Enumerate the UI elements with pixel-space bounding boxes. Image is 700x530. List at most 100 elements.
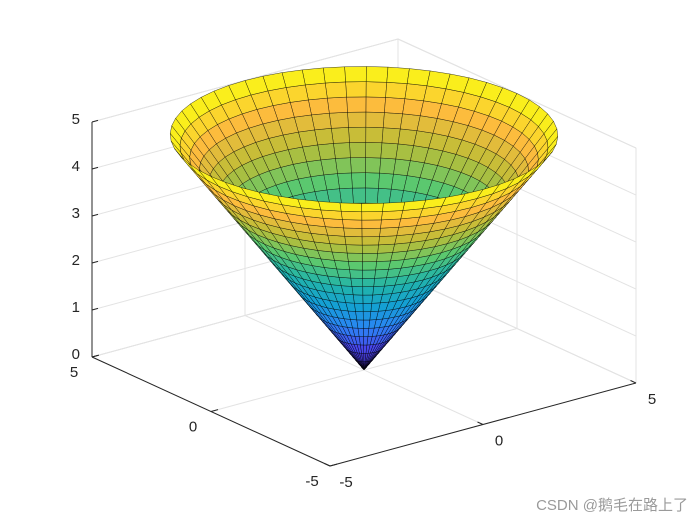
surface-face [334, 260, 350, 270]
x-tick [324, 463, 331, 467]
surface-face [365, 66, 389, 83]
surface-face [363, 328, 370, 337]
z-tick-label: 2 [72, 252, 80, 269]
surface-face [362, 253, 378, 263]
surface-face [372, 285, 385, 296]
surface-face [329, 112, 349, 129]
surface-face [374, 269, 389, 279]
surface-face [373, 277, 387, 287]
surface-face [400, 113, 421, 131]
surface-face [365, 126, 384, 144]
surface-face [361, 244, 379, 254]
x-tick-label: -5 [339, 474, 352, 491]
surface-face [406, 68, 431, 87]
surface-face [379, 157, 397, 175]
surface-face [339, 202, 363, 213]
surface-face [331, 251, 349, 262]
y-tick [210, 409, 219, 412]
surface-face [362, 286, 374, 296]
surface-face [327, 96, 348, 114]
surface-face [362, 311, 372, 321]
y-tick [329, 463, 338, 467]
surface-face [385, 82, 408, 99]
y-tick-label: -5 [305, 473, 318, 490]
surface-face [322, 66, 346, 84]
surface-face [350, 277, 364, 287]
surface-face [327, 234, 347, 245]
x-tick-label: 0 [495, 432, 503, 449]
surface-face [337, 172, 353, 189]
surface-face [314, 128, 334, 146]
surface-face [349, 269, 363, 279]
surface-face [382, 201, 406, 212]
surface-face [386, 66, 410, 84]
surface-face [381, 210, 404, 221]
surface-face [365, 172, 380, 189]
grid-line [397, 273, 637, 384]
surface-face [365, 111, 385, 128]
surface-face [365, 157, 382, 174]
y-tick-label: 0 [189, 418, 197, 435]
surface-face [380, 142, 399, 160]
surface-face [351, 172, 366, 189]
surface-face [380, 218, 401, 229]
surface-face [378, 172, 394, 190]
surface-face [324, 81, 347, 99]
z-tick-label: 0 [72, 346, 80, 363]
x-tick-label: 5 [648, 391, 656, 408]
surface-face [361, 227, 381, 238]
surface-face [320, 209, 343, 220]
surface-face [308, 97, 330, 116]
surface-face [363, 319, 371, 329]
surface-face [325, 226, 346, 237]
surface-face [348, 261, 363, 271]
surface-face [377, 243, 395, 254]
surface-face [335, 157, 352, 174]
surface-face [344, 66, 367, 83]
z-tick-label: 5 [72, 111, 80, 128]
surface-face [342, 219, 363, 229]
surface-face [322, 218, 344, 229]
surface-face [365, 187, 379, 204]
x-tick [630, 380, 637, 384]
surface-face [362, 294, 373, 304]
surface-face [352, 187, 366, 204]
surface-face [382, 112, 403, 130]
y-tick [91, 354, 100, 358]
surface-face [333, 142, 351, 159]
surface-face [351, 286, 364, 296]
surface-face [348, 126, 367, 143]
surface-face [352, 294, 364, 304]
surface-face [350, 157, 366, 174]
surface-face [331, 127, 350, 144]
watermark: CSDN @鹅毛在路上了 [536, 497, 688, 514]
z-tick-label: 3 [72, 205, 80, 222]
surface-face [347, 111, 367, 128]
surface-face [361, 202, 384, 213]
z-tick [91, 213, 99, 217]
surface-face [345, 244, 363, 254]
surface-face [318, 201, 342, 212]
z-tick [91, 119, 99, 123]
surface-face [365, 81, 388, 98]
surface-face [379, 227, 399, 237]
surface-face [363, 336, 369, 346]
surface-face [376, 252, 393, 262]
surface-face [362, 303, 372, 312]
x-tick [477, 421, 484, 425]
surface-face [361, 219, 382, 229]
surface-face [384, 97, 406, 115]
surface-face [355, 311, 364, 321]
surface-face [404, 83, 428, 102]
surface-face [301, 67, 326, 86]
surface-face [349, 142, 367, 158]
z-tick [91, 166, 99, 170]
surface-face [356, 319, 364, 329]
z-tick-label: 1 [72, 299, 80, 316]
surface-face [381, 127, 401, 145]
surface-face [357, 327, 364, 337]
surface-face [343, 227, 363, 238]
surface-face [305, 82, 328, 101]
